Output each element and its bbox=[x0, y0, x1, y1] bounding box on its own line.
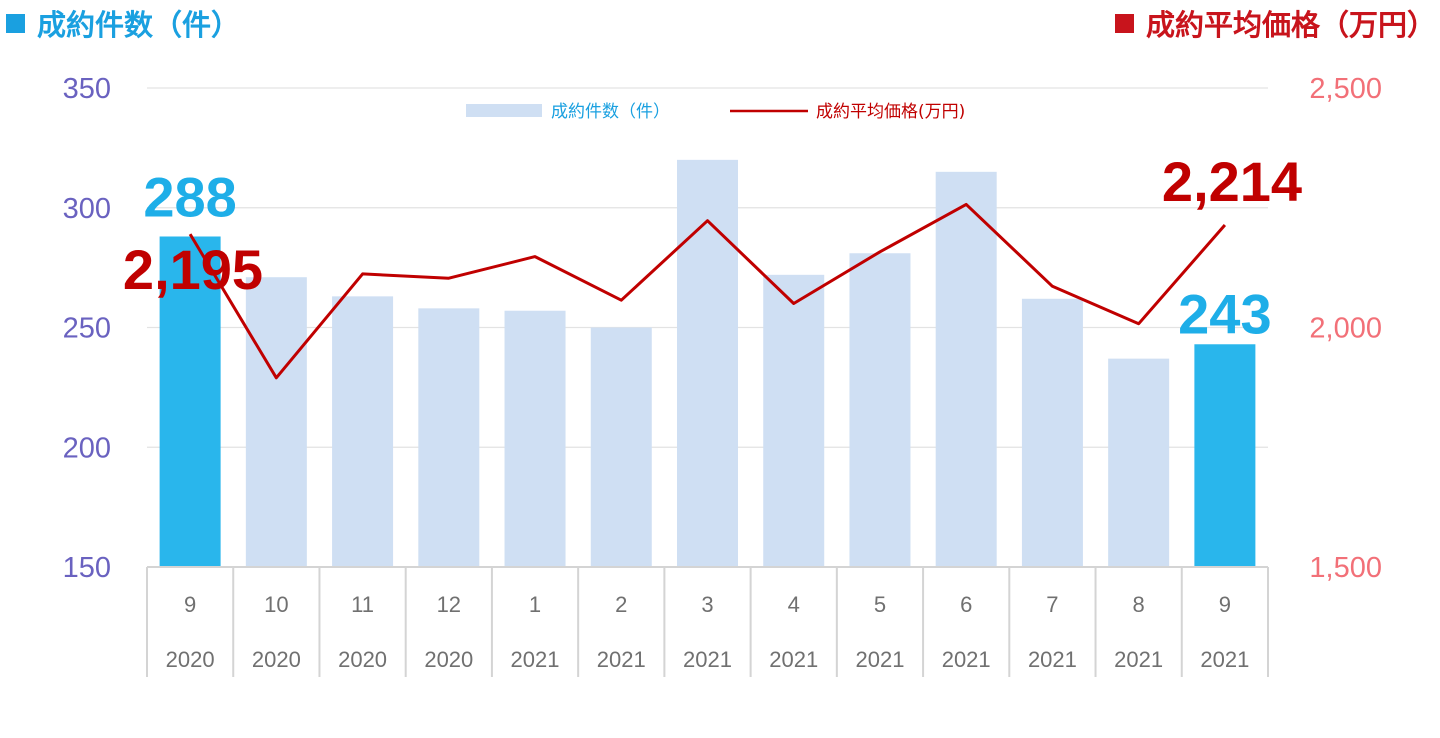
x-tick-year: 2021 bbox=[769, 647, 818, 672]
highlight-bar bbox=[1194, 344, 1256, 567]
x-tick-year: 2021 bbox=[942, 647, 991, 672]
bar bbox=[590, 327, 652, 567]
bar bbox=[504, 310, 566, 567]
right-axis-header: 成約平均価格（万円） bbox=[1114, 2, 1436, 44]
bar bbox=[1021, 298, 1083, 567]
bar bbox=[935, 171, 997, 567]
y-left-tick-label: 250 bbox=[63, 313, 111, 345]
data-label: 2,195 bbox=[123, 238, 263, 301]
highlight-bar bbox=[159, 236, 221, 568]
bar bbox=[1108, 358, 1170, 567]
x-tick-year: 2021 bbox=[511, 647, 560, 672]
bar bbox=[849, 253, 911, 567]
x-tick-year: 2021 bbox=[855, 647, 904, 672]
x-tick-month: 4 bbox=[788, 592, 800, 617]
x-tick-month: 1 bbox=[529, 592, 541, 617]
x-tick-year: 2020 bbox=[252, 647, 301, 672]
x-tick-month: 3 bbox=[701, 592, 713, 617]
x-tick-month: 5 bbox=[874, 592, 886, 617]
data-label: 243 bbox=[1178, 282, 1271, 345]
x-tick-month: 9 bbox=[184, 592, 196, 617]
x-tick-month: 11 bbox=[351, 592, 374, 617]
bar bbox=[763, 274, 825, 567]
y-left-tick-label: 150 bbox=[63, 552, 111, 584]
y-left-tick-label: 350 bbox=[63, 73, 111, 105]
left-axis-header-label: 成約件数（件） bbox=[37, 8, 241, 42]
x-tick-month: 7 bbox=[1046, 592, 1058, 617]
legend-bar-swatch bbox=[466, 104, 542, 117]
x-tick-month: 12 bbox=[437, 592, 461, 617]
x-tick-month: 6 bbox=[960, 592, 972, 617]
y-right-tick-label: 1,500 bbox=[1309, 552, 1382, 584]
x-tick-year: 2020 bbox=[338, 647, 387, 672]
x-tick-year: 2020 bbox=[424, 647, 473, 672]
legend-bar-label: 成約件数（件） bbox=[551, 102, 670, 122]
data-label: 2,214 bbox=[1162, 150, 1302, 213]
x-tick-year: 2020 bbox=[166, 647, 215, 672]
x-tick-year: 2021 bbox=[1028, 647, 1077, 672]
y-left-tick-label: 200 bbox=[63, 432, 111, 464]
bar bbox=[677, 159, 738, 567]
right-axis-header-label: 成約平均価格（万円） bbox=[1145, 8, 1436, 42]
bar bbox=[332, 296, 394, 567]
x-tick-year: 2021 bbox=[597, 647, 646, 672]
blue-square-icon bbox=[6, 14, 25, 33]
red-square-icon bbox=[1114, 14, 1134, 33]
left-axis-header: 成約件数（件） bbox=[6, 2, 240, 44]
x-tick-month: 8 bbox=[1133, 592, 1145, 617]
x-tick-month: 2 bbox=[615, 592, 627, 617]
x-tick-year: 2021 bbox=[683, 647, 732, 672]
x-tick-year: 2021 bbox=[1200, 647, 1249, 672]
price-line bbox=[188, 202, 1227, 380]
x-tick-month: 9 bbox=[1219, 592, 1231, 617]
y-left-tick-label: 300 bbox=[63, 193, 111, 225]
legend-line-label: 成約平均価格(万円) bbox=[816, 102, 965, 122]
bar bbox=[245, 277, 307, 567]
data-label: 288 bbox=[143, 165, 236, 228]
x-tick-year: 2021 bbox=[1114, 647, 1163, 672]
y-right-tick-label: 2,500 bbox=[1309, 73, 1382, 105]
x-tick-month: 10 bbox=[264, 592, 288, 617]
y-right-tick-label: 2,000 bbox=[1309, 313, 1382, 345]
bar bbox=[418, 308, 480, 567]
